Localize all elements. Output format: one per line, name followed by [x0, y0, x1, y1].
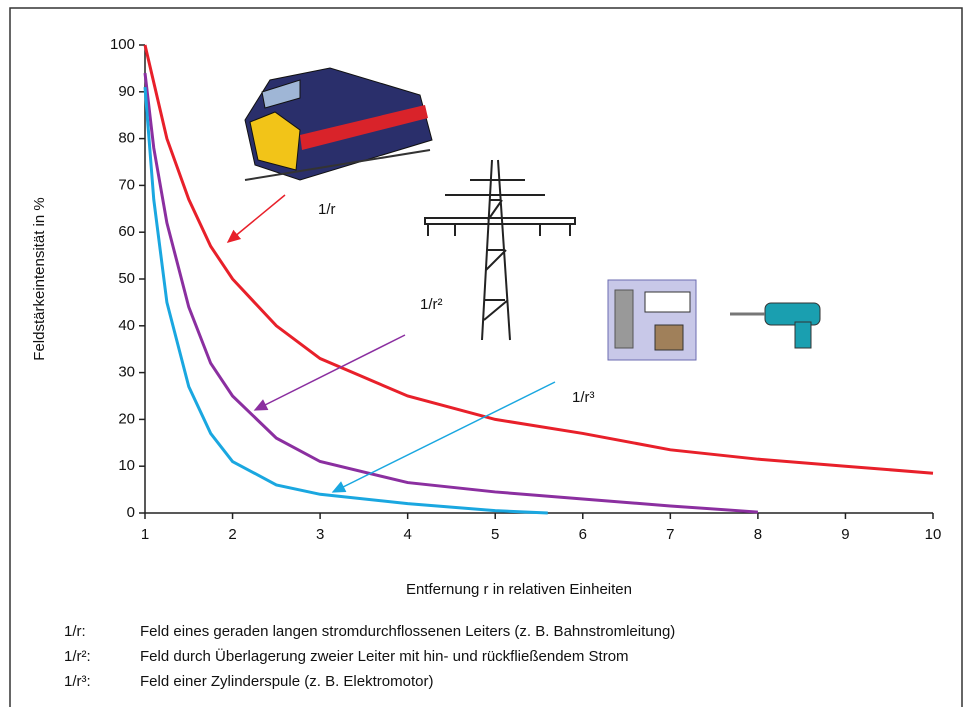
note-key: 1/r: — [64, 623, 86, 640]
x-tick-label: 10 — [925, 526, 942, 543]
y-tick-label: 0 — [127, 504, 135, 521]
pylon-icon — [425, 160, 575, 340]
x-tick-label: 5 — [491, 526, 499, 543]
legend-arrow — [228, 195, 285, 242]
y-tick-label: 60 — [118, 223, 135, 240]
x-tick-label: 8 — [754, 526, 762, 543]
y-tick-label: 80 — [118, 130, 135, 147]
y-tick-label: 50 — [118, 270, 135, 287]
note-text: Feld eines geraden langen stromdurchflos… — [140, 623, 675, 640]
y-tick-label: 70 — [118, 176, 135, 193]
x-axis-label: Entfernung r in relativen Einheiten — [406, 581, 632, 598]
legend-arrow — [255, 335, 405, 410]
x-tick-label: 4 — [403, 526, 411, 543]
y-axis-label: Feldstärkeintensität in % — [31, 197, 48, 360]
y-tick-label: 40 — [118, 317, 135, 334]
x-tick-label: 1 — [141, 526, 149, 543]
y-tick-label: 10 — [118, 457, 135, 474]
drill-icon — [730, 303, 820, 348]
x-tick-label: 7 — [666, 526, 674, 543]
note-key: 1/r³: — [64, 673, 91, 690]
legend-arrow — [333, 382, 555, 492]
note-text: Feld einer Zylinderspule (z. B. Elektrom… — [140, 673, 433, 690]
y-tick-label: 90 — [118, 83, 135, 100]
train-icon — [245, 68, 432, 180]
chart: 0 10 20 30 40 50 60 70 80 90 100 1 2 3 4 5 6 7 8 9 10 Entfern… — [0, 0, 970, 707]
frame — [10, 8, 962, 707]
x-tick-label: 6 — [579, 526, 587, 543]
legend-label: 1/r — [318, 201, 336, 218]
y-tick-label: 30 — [118, 364, 135, 381]
x-tick-label: 9 — [841, 526, 849, 543]
note-text: Feld durch Überlagerung zweier Leiter mi… — [140, 647, 629, 665]
x-tick-label: 3 — [316, 526, 324, 543]
coffee-machine-icon — [608, 280, 696, 360]
y-tick-label: 100 — [110, 36, 135, 53]
legend-label: 1/r³ — [572, 389, 595, 406]
x-tick-label: 2 — [228, 526, 236, 543]
y-tick-label: 20 — [118, 410, 135, 427]
note-key: 1/r²: — [64, 648, 91, 665]
legend-label: 1/r² — [420, 296, 443, 313]
